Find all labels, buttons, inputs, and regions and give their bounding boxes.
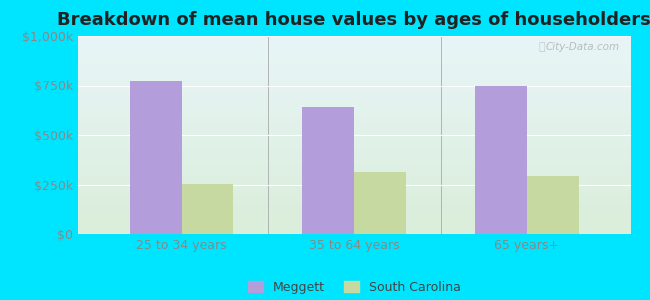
Bar (354, 172, 406, 234)
Legend: Meggett, South Carolina: Meggett, South Carolina (243, 276, 465, 299)
Bar (475, 86, 527, 234)
Bar (130, 80, 181, 234)
Bar (181, 184, 233, 234)
Text: City-Data.com: City-Data.com (545, 42, 619, 52)
Bar (527, 176, 579, 234)
Title: Breakdown of mean house values by ages of householders: Breakdown of mean house values by ages o… (57, 11, 650, 29)
Bar (302, 107, 354, 234)
Text: ⓘ: ⓘ (538, 42, 545, 52)
